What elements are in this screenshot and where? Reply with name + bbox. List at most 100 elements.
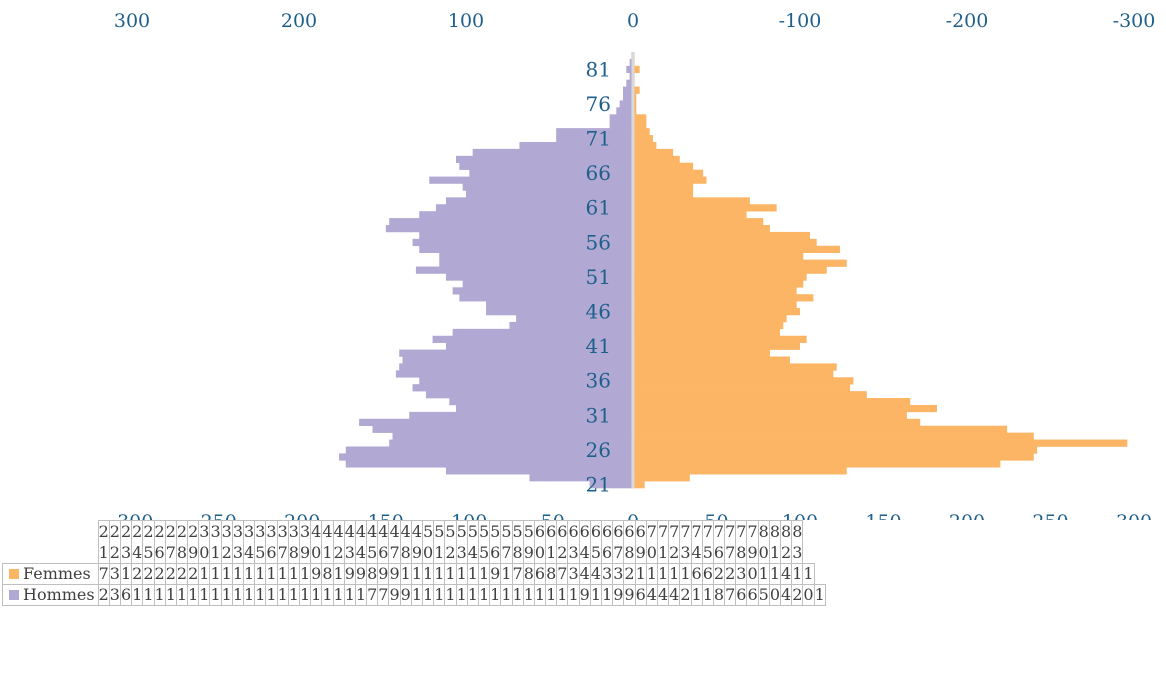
bar-hommes-23 xyxy=(445,467,633,475)
bar-hommes-43 xyxy=(452,328,633,337)
bar-femmes-58 xyxy=(633,225,770,233)
table-header-cell: 5 xyxy=(589,542,603,564)
table-cell: 7 xyxy=(724,584,737,606)
table-header-cell: 3 xyxy=(231,542,245,564)
table-corner xyxy=(3,542,99,564)
bar-hommes-61 xyxy=(435,204,633,212)
bar-femmes-24 xyxy=(633,460,1001,468)
table-header-cell: 8 xyxy=(287,542,300,564)
table-header-cell: 6 xyxy=(545,520,558,542)
bar-hommes-33 xyxy=(449,398,633,406)
bar-hommes-38 xyxy=(399,363,633,371)
table-cell: 1 xyxy=(567,584,580,606)
bar-hommes-54 xyxy=(439,252,633,260)
bar-femmes-39 xyxy=(633,356,790,364)
table-header-cell: 6 xyxy=(589,520,603,542)
table-cell: 3 xyxy=(601,563,614,585)
legend-swatch xyxy=(9,569,19,579)
table-header-cell: 4 xyxy=(466,542,479,564)
table-header-cell: 3 xyxy=(243,520,256,542)
table-cell: 1 xyxy=(802,563,815,585)
y-tick-label: 76 xyxy=(586,92,611,116)
table-cell: 3 xyxy=(735,563,748,585)
table-header-cell: 4 xyxy=(354,520,368,542)
table-header-cell: 7 xyxy=(164,542,177,564)
table-header-cell: 9 xyxy=(298,542,312,564)
table-header-cell: 7 xyxy=(612,542,625,564)
table-cell: 1 xyxy=(500,584,513,606)
bar-hommes-57 xyxy=(419,231,633,240)
bar-femmes-35 xyxy=(633,384,851,392)
bar-hommes-65 xyxy=(429,176,633,184)
table-cell: 9 xyxy=(388,584,401,606)
table-cell: 1 xyxy=(410,563,424,585)
table-header-cell: 7 xyxy=(388,542,401,564)
table-header-cell: 7 xyxy=(690,520,703,542)
bar-femmes-69 xyxy=(633,148,674,157)
bar-hommes-42 xyxy=(432,335,633,343)
table-header-cell: 4 xyxy=(243,542,256,564)
bar-hommes-64 xyxy=(462,183,633,191)
bar-femmes-34 xyxy=(633,391,867,399)
table-cell: 1 xyxy=(533,584,547,606)
table-cell: 1 xyxy=(466,584,479,606)
bar-hommes-25 xyxy=(339,453,633,461)
table-cell: 1 xyxy=(511,584,524,606)
table-cell: 9 xyxy=(354,563,368,585)
table-header-cell: 5 xyxy=(142,542,155,564)
table-cell: 1 xyxy=(231,584,245,606)
bar-femmes-46 xyxy=(633,308,800,316)
table-cell: 1 xyxy=(422,584,435,606)
bar-femmes-25 xyxy=(633,453,1034,461)
table-header-cell: 2 xyxy=(97,520,110,542)
x-tick-label-bottom: 100 xyxy=(782,511,818,520)
table-cell: 6 xyxy=(533,563,547,585)
table-header-cell: 2 xyxy=(142,520,155,542)
bar-femmes-73 xyxy=(633,121,647,129)
table-cell: 1 xyxy=(343,584,356,606)
bar-hommes-45 xyxy=(516,314,633,323)
bar-hommes-35 xyxy=(412,384,633,392)
x-tick-label-bottom: 150 xyxy=(865,511,901,520)
bar-hommes-63 xyxy=(466,190,633,198)
table-header-cell: 5 xyxy=(455,520,468,542)
bar-femmes-60 xyxy=(633,211,747,219)
table-header-cell: 2 xyxy=(556,542,569,564)
table-header-cell: 4 xyxy=(131,542,144,564)
table-cell: 1 xyxy=(209,563,222,585)
table-cell: 4 xyxy=(780,584,793,606)
table-cell: 7 xyxy=(556,563,569,585)
table-header-cell: 3 xyxy=(276,520,289,542)
table-header-cell: 2 xyxy=(108,520,121,542)
table-header-cell: 4 xyxy=(354,542,368,564)
bar-femmes-78 xyxy=(633,86,640,94)
table-cell: 1 xyxy=(634,563,647,585)
bar-hommes-44 xyxy=(509,321,633,330)
x-tick-label-bottom: 200 xyxy=(949,511,985,520)
table-header-cell: 2 xyxy=(187,520,200,542)
bar-femmes-74 xyxy=(633,114,647,122)
legend-label: Hommes xyxy=(23,585,95,604)
table-header-cell: 3 xyxy=(119,542,133,564)
bar-femmes-71 xyxy=(633,135,654,143)
table-header-cell: 5 xyxy=(511,520,524,542)
bar-hommes-73 xyxy=(609,121,633,129)
table-header-cell: 7 xyxy=(679,520,692,542)
table-cell: 0 xyxy=(768,584,782,606)
bar-hommes-76 xyxy=(619,100,633,108)
table-cell: 8 xyxy=(522,563,535,585)
table-cell: 1 xyxy=(354,584,368,606)
bar-femmes-21 xyxy=(633,481,645,489)
table-header-cell: 3 xyxy=(198,520,211,542)
table-header-cell: 4 xyxy=(321,520,334,542)
y-tick-label: 46 xyxy=(586,300,611,324)
table-cell: 1 xyxy=(690,584,703,606)
bar-hommes-66 xyxy=(469,169,633,177)
x-tick-label-bottom: -50 xyxy=(534,511,565,520)
bar-hommes-40 xyxy=(399,349,633,357)
table-cell: 9 xyxy=(612,584,625,606)
bar-femmes-36 xyxy=(633,377,854,385)
table-header-cell: 8 xyxy=(768,520,782,542)
table-header-cell: 4 xyxy=(310,520,323,542)
x-tick-label-bottom: -150 xyxy=(361,511,404,520)
